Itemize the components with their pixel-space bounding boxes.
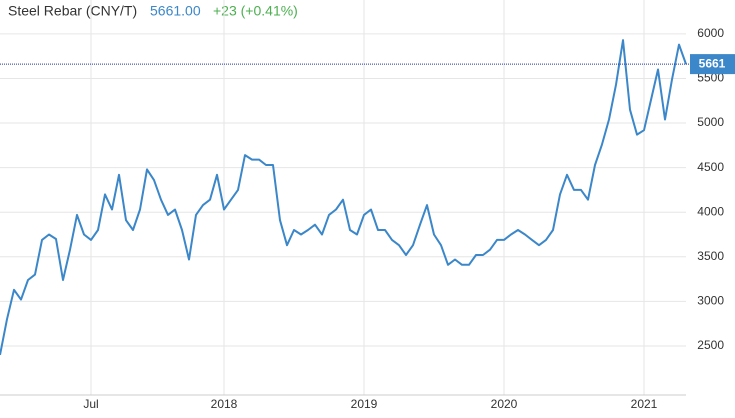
x-tick-label: 2021 [631, 397, 658, 411]
y-tick-label: 6000 [697, 26, 724, 40]
x-tick-label: 2018 [211, 397, 238, 411]
y-tick-label: 3000 [697, 294, 724, 308]
chart-title: Steel Rebar (CNY/T) [8, 3, 137, 19]
x-tick-label: 2019 [351, 397, 378, 411]
x-tick-label: 2020 [491, 397, 518, 411]
price-line [0, 39, 687, 356]
last-price-label: 5661 [699, 56, 726, 70]
y-tick-label: 5000 [697, 115, 724, 129]
y-tick-label: 4500 [697, 160, 724, 174]
y-tick-label: 3500 [697, 249, 724, 263]
price: 5661.00 [150, 3, 201, 19]
y-tick-label: 4000 [697, 204, 724, 218]
change: +23 (+0.41%) [213, 3, 298, 19]
y-tick-label: 2500 [697, 338, 724, 352]
last-price-badge [690, 54, 735, 75]
x-tick-label: Jul [83, 397, 98, 411]
y-tick-label: 5500 [697, 71, 724, 85]
